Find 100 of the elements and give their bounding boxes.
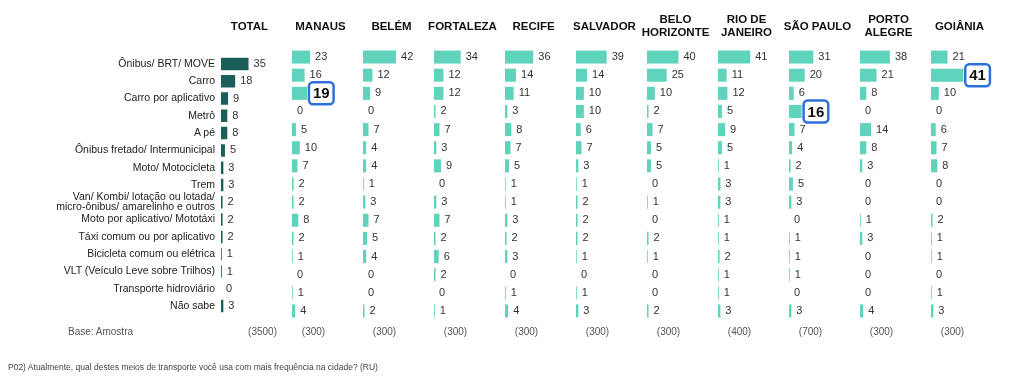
bar xyxy=(434,250,439,264)
x-axis-title: (300) xyxy=(300,326,327,339)
data-label: 0 xyxy=(865,249,872,262)
bar xyxy=(647,123,653,137)
data-label: 5 xyxy=(229,143,237,156)
bar xyxy=(576,86,584,100)
data-label: 0 xyxy=(865,267,872,280)
y-tick-label: Não sabe xyxy=(170,298,216,311)
data-label: 5 xyxy=(726,104,734,117)
data-label: 1 xyxy=(439,303,446,316)
data-label: 7 xyxy=(657,122,664,135)
x-axis-title: (300) xyxy=(868,326,895,339)
data-label: 3 xyxy=(441,140,448,153)
bar xyxy=(363,231,367,245)
data-label: 18 xyxy=(240,74,253,87)
chart-title: TOTAL xyxy=(229,18,270,34)
data-label: 3 xyxy=(796,195,803,208)
bar xyxy=(718,177,721,191)
bar xyxy=(221,109,228,123)
bar xyxy=(221,92,229,105)
data-label: 0 xyxy=(936,267,943,280)
data-label: 11 xyxy=(518,86,531,99)
bar xyxy=(434,50,461,64)
data-label: 1 xyxy=(723,231,730,244)
data-label: 10 xyxy=(659,86,673,99)
data-label: 3 xyxy=(512,213,519,226)
data-label: 1 xyxy=(936,231,943,244)
data-label: 10 xyxy=(943,86,957,99)
bar xyxy=(434,159,442,173)
bar xyxy=(718,104,722,118)
bar xyxy=(718,86,728,100)
data-label: 0 xyxy=(652,213,659,226)
bar xyxy=(647,50,679,64)
data-label: 16 xyxy=(309,68,322,81)
bar xyxy=(860,86,867,100)
bar xyxy=(292,159,298,173)
data-label: 2 xyxy=(298,195,305,208)
bar xyxy=(931,141,937,155)
bar xyxy=(860,123,872,137)
y-tick-label: Van/ Kombi/ lotação ou lotada/ micro-ônibus/ amarelinho e outros xyxy=(56,189,216,213)
bar xyxy=(931,50,948,64)
data-label: 12 xyxy=(448,86,461,99)
data-label: 6 xyxy=(798,86,805,99)
data-label: 3 xyxy=(583,303,590,316)
data-label: 1 xyxy=(723,213,730,226)
data-label: 6 xyxy=(585,122,592,135)
bar xyxy=(434,123,440,137)
data-label: 12 xyxy=(732,86,745,99)
data-label: 7 xyxy=(799,122,806,135)
chart-title: RIO DE JANEIRO xyxy=(720,13,773,38)
data-label: 0 xyxy=(652,177,659,190)
data-label: 3 xyxy=(796,303,803,316)
data-label: 0 xyxy=(936,177,943,190)
data-label: 0 xyxy=(652,267,659,280)
data-label: 36 xyxy=(538,50,551,63)
data-label: 4 xyxy=(371,158,378,171)
x-axis-title: (3500) xyxy=(247,326,278,339)
data-label: 9 xyxy=(233,91,240,104)
data-label: 0 xyxy=(297,104,304,117)
data-label: 2 xyxy=(937,213,944,226)
data-label: 2 xyxy=(298,231,305,244)
bar xyxy=(221,161,224,174)
data-label: 5 xyxy=(797,177,805,190)
data-label: 4 xyxy=(868,303,875,316)
data-label: 1 xyxy=(652,249,659,262)
chart-title: PORTO ALEGRE xyxy=(864,13,913,38)
bar xyxy=(505,68,517,82)
data-label: 1 xyxy=(510,177,517,190)
y-tick-label: Carro xyxy=(188,74,216,87)
data-label: 0 xyxy=(936,195,943,208)
bar xyxy=(505,50,534,64)
data-label: 10 xyxy=(588,104,602,117)
data-label: 2 xyxy=(653,303,660,316)
data-label: 2 xyxy=(440,231,447,244)
bar xyxy=(860,304,864,318)
text: P02) Atualmente, qual destes meios de transporte você usa com mais frequência na cidade? (RU) xyxy=(8,362,378,372)
data-label: 12 xyxy=(448,68,461,81)
data-label: 21 xyxy=(952,50,965,63)
bar xyxy=(292,68,305,82)
data-label: 1 xyxy=(510,195,517,208)
data-label: 2 xyxy=(582,213,589,226)
data-label: 6 xyxy=(940,122,947,135)
bar xyxy=(434,213,440,227)
bar xyxy=(789,177,793,191)
bar xyxy=(576,68,588,82)
bar xyxy=(647,159,651,173)
y-tick-label: Bicicleta comum ou elétrica xyxy=(87,247,216,260)
bar xyxy=(647,68,667,82)
data-label: 10 xyxy=(304,140,318,153)
data-label: 2 xyxy=(440,267,447,280)
data-label: 14 xyxy=(592,68,605,81)
data-label: 4 xyxy=(371,249,378,262)
data-label: 21 xyxy=(881,68,894,81)
data-label: 2 xyxy=(582,231,589,244)
data-label: 0 xyxy=(226,281,233,294)
data-label: 34 xyxy=(465,50,478,63)
data-label: 0 xyxy=(865,177,872,190)
data-label: 3 xyxy=(583,158,590,171)
bar xyxy=(931,123,936,137)
data-label: 42 xyxy=(401,50,414,63)
